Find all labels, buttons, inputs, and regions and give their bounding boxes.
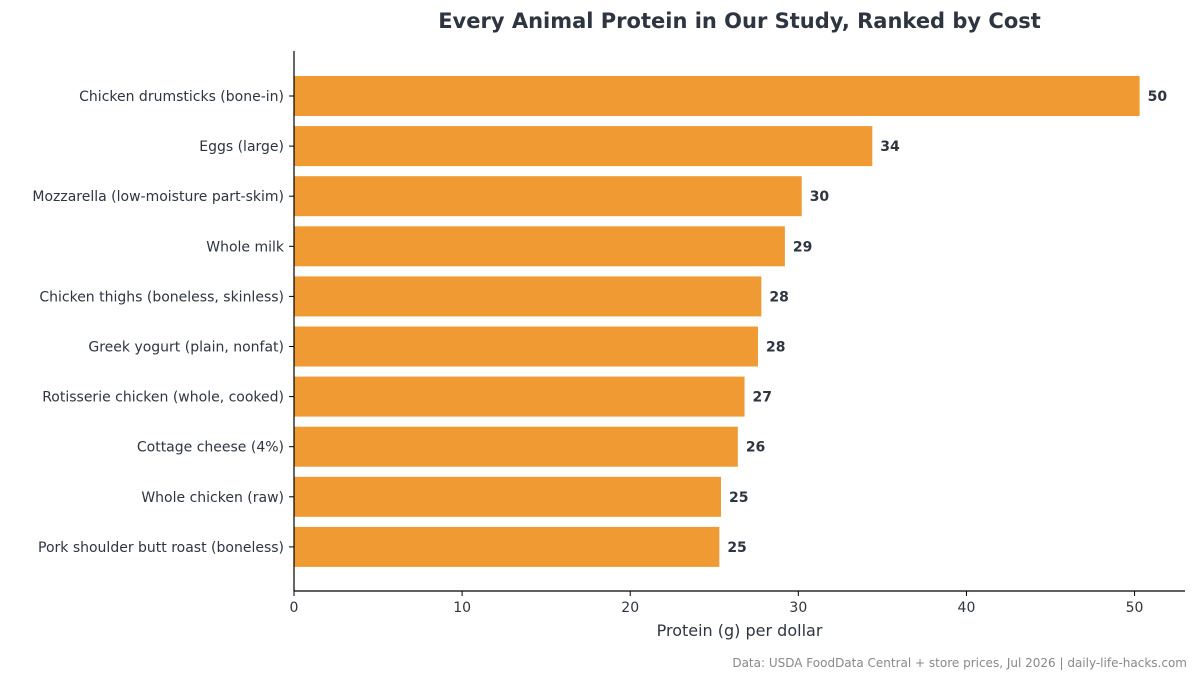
value-label: 50 <box>1148 89 1168 105</box>
value-label: 26 <box>746 440 765 456</box>
bar <box>294 276 762 317</box>
bars-layer <box>294 76 1140 567</box>
value-label: 30 <box>810 189 830 205</box>
category-label: Whole milk <box>206 239 285 255</box>
source-note: Data: USDA FoodData Central + store pric… <box>732 656 1187 670</box>
bar <box>294 226 785 267</box>
value-label: 25 <box>727 540 746 556</box>
x-tick-label: 30 <box>789 600 807 616</box>
x-axis-title: Protein (g) per dollar <box>657 621 823 640</box>
value-label: 25 <box>729 490 748 506</box>
bar <box>294 176 802 217</box>
category-label: Chicken drumsticks (bone-in) <box>79 89 284 105</box>
x-tick-label: 20 <box>621 600 639 616</box>
category-label: Whole chicken (raw) <box>141 490 284 506</box>
category-label: Pork shoulder butt roast (boneless) <box>38 540 284 556</box>
x-tick-label: 40 <box>958 600 976 616</box>
category-label: Eggs (large) <box>199 139 284 155</box>
bar <box>294 76 1140 116</box>
category-label: Rotisserie chicken (whole, cooked) <box>42 390 284 406</box>
x-tick-label: 0 <box>290 600 299 616</box>
value-label: 27 <box>753 390 772 406</box>
bar <box>294 526 720 567</box>
bar <box>294 476 722 517</box>
value-label: 34 <box>880 139 900 155</box>
category-label: Greek yogurt (plain, nonfat) <box>88 340 284 356</box>
category-label: Chicken thighs (boneless, skinless) <box>39 289 284 305</box>
bar <box>294 126 873 167</box>
x-tick-label: 10 <box>453 600 471 616</box>
value-label: 28 <box>769 289 788 305</box>
axes-layer: 0 10 20 30 40 50 <box>289 51 1185 616</box>
value-label: 29 <box>793 239 812 255</box>
category-label: Mozzarella (low-moisture part-skim) <box>32 189 284 205</box>
value-label: 28 <box>766 340 785 356</box>
chart-title: Every Animal Protein in Our Study, Ranke… <box>438 9 1041 33</box>
bar <box>294 326 758 367</box>
category-label: Cottage cheese (4%) <box>137 440 284 456</box>
x-tick-label: 50 <box>1126 600 1144 616</box>
labels-layer: 50 Chicken drumsticks (bone-in) 34 Eggs (la… <box>32 89 1167 556</box>
bar <box>294 426 738 467</box>
bar <box>294 376 745 417</box>
